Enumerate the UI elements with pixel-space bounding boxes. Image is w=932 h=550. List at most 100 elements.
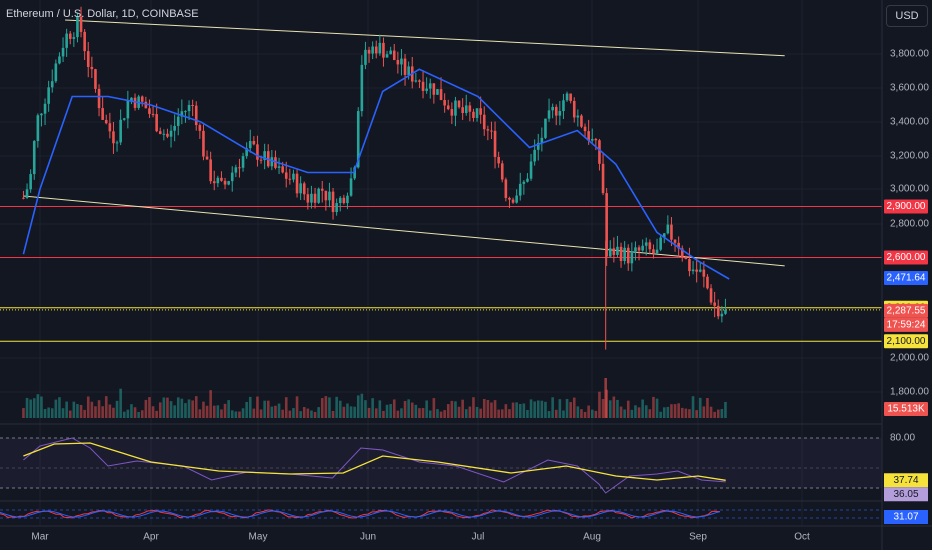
volume-bar [371,398,374,418]
volume-bar [436,409,439,418]
volume-bar [630,409,634,418]
volume-bar [223,403,227,418]
candle-body [191,104,194,106]
volume-bar [50,408,54,418]
volume-bar [148,397,151,418]
candle-body [641,245,644,251]
candle-body [50,81,54,88]
volume-bar [666,406,670,418]
candle-body [713,302,716,306]
candle-body [533,149,536,162]
candle-body [583,126,587,132]
volume-bar [389,404,392,418]
volume-bar [374,408,378,418]
candle-body [695,269,698,272]
volume-bar [533,401,536,418]
volume-bar [418,408,421,418]
candle-body [176,116,180,126]
volume-bar [338,400,342,418]
candle-body [270,157,274,167]
rsi-ma-tag-bg [884,473,928,488]
trendline-2 [23,195,785,267]
candle-body [126,100,130,119]
candle-body [245,148,248,157]
volume-bar [641,399,644,418]
candle-body [277,166,281,168]
volume-bar [212,405,216,418]
candle-body [180,111,184,117]
candle-body [720,313,724,317]
volume-bar [403,400,407,418]
volume-bar [144,399,148,418]
volume-bar [133,407,137,418]
volume-bar [720,409,724,418]
horizontal-levels [0,206,882,342]
volume-bar [421,408,425,418]
volume-bar [76,404,79,418]
volume-bar [670,404,673,418]
volume-bar [313,411,317,418]
volume-bar [112,407,115,418]
volume-bar [274,405,277,418]
moving-average-line [22,68,730,280]
candle-body [536,142,540,150]
candle-body [72,37,76,39]
candle-body [385,54,389,58]
volume-bar [572,397,576,418]
candle-body [634,247,637,252]
candle-body [76,16,79,38]
volume-bar [65,401,68,418]
candle-body [302,183,306,195]
volume-bar [479,408,482,418]
candle-body [580,115,583,127]
candle-body [443,100,446,106]
level-tag-2900: 2,900.00 [887,201,926,212]
candle-body [688,259,691,272]
candle-body [371,46,374,54]
volume-bar [302,407,306,418]
candle-body [295,173,299,194]
candle-body [576,115,580,118]
volume-bar [270,406,274,418]
volume-bar [604,378,607,418]
volume-bar [202,401,205,418]
candle-body [184,111,187,113]
candle-body [490,130,493,132]
candle-body [518,183,522,196]
volume-bar [137,411,140,418]
volume-bar [86,396,90,418]
currency-button[interactable]: USD [886,5,928,27]
candle-body [40,113,43,116]
candle-body [673,239,677,243]
volume-bar [61,408,65,418]
volume-bar [256,396,259,418]
last-price-tag-bg [884,303,928,318]
candle-body [54,63,58,82]
volume-bar [259,409,263,418]
candle-body [457,100,461,108]
candle-body [86,51,90,67]
volume-bar [515,402,518,418]
volume-bar [594,410,598,418]
volume-bar [655,398,659,418]
volume-bar [288,410,292,418]
candle-body [115,142,119,144]
volume-bar [576,406,580,418]
volume-bar [68,410,72,418]
candle-body [202,130,205,157]
candle-body [324,190,328,201]
price-tick-label: 3,000.00 [890,184,929,195]
candle-body [238,167,241,169]
volume-bar [277,403,281,418]
candle-body [212,181,216,184]
volume-bar [378,400,382,418]
candle-body [133,97,137,108]
candle-body [342,197,346,204]
volume-bar [702,406,706,418]
volume-bar [22,408,25,418]
candle-body [716,305,720,317]
volume-bar [400,408,403,418]
volume-bar [547,411,551,418]
volume-bar [680,407,684,418]
